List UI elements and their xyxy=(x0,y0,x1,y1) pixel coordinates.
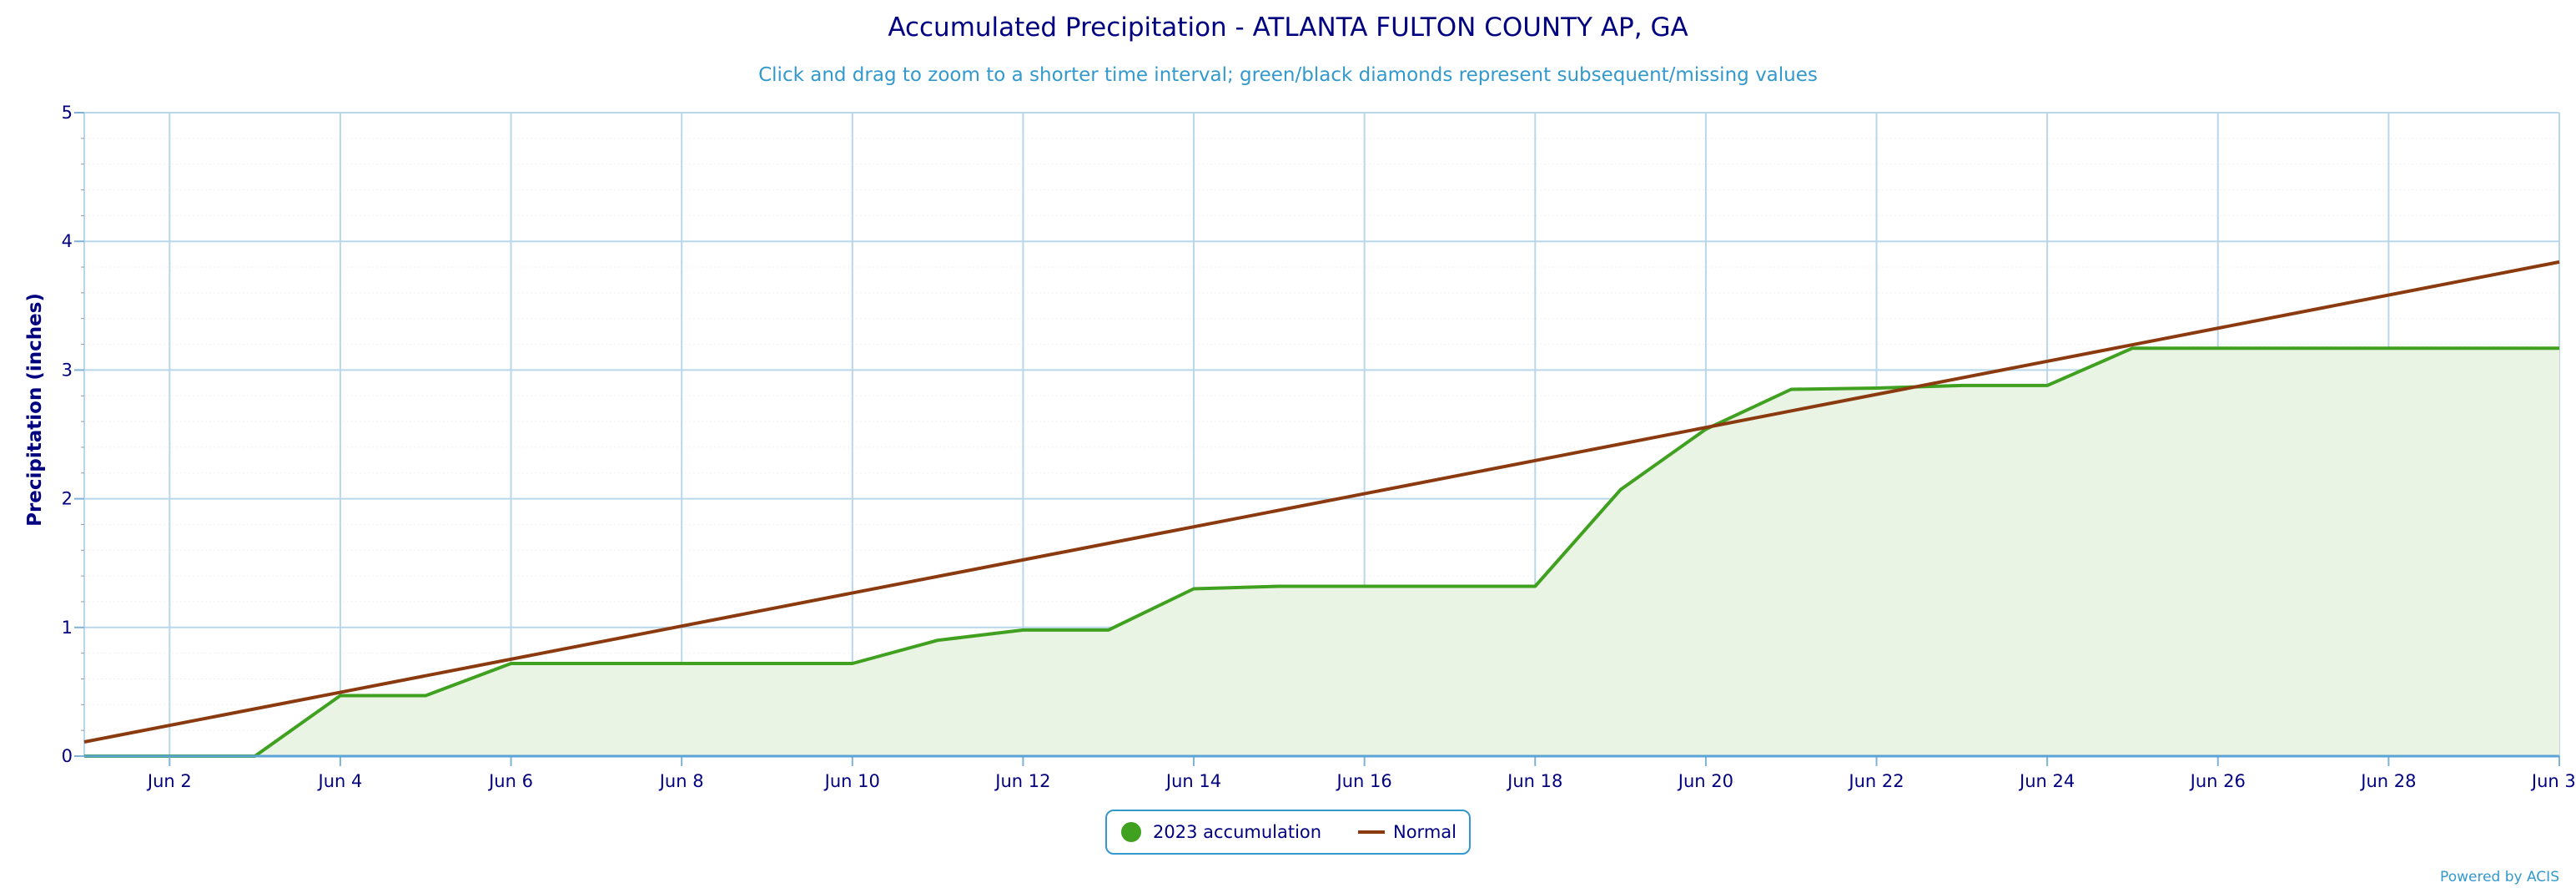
x-tick-label: Jun 14 xyxy=(1165,771,1221,791)
chart-title: Accumulated Precipitation - ATLANTA FULT… xyxy=(888,13,1688,43)
accumulation-fill xyxy=(84,348,2559,756)
credit-link[interactable]: Powered by ACIS xyxy=(2440,869,2559,885)
x-tick-label: Jun 2 xyxy=(146,771,192,791)
y-axis-title: Precipitation (inches) xyxy=(24,293,46,527)
y-tick-label: 3 xyxy=(62,360,73,380)
axes: 0 1 2 3 4 5 Jun 2 Jun 4 Jun 6 Jun 8 Jun 10 Jun 12 Ju… xyxy=(62,103,2576,791)
y-tick-label: 1 xyxy=(62,618,73,638)
legend-box xyxy=(1105,810,1471,855)
x-tick-label: Jun 30 xyxy=(2530,771,2576,791)
accumulation-area xyxy=(84,348,2559,756)
y-tick-label: 5 xyxy=(62,103,73,123)
x-tick-label: Jun 4 xyxy=(317,771,363,791)
legend-marker-accumulation xyxy=(1121,822,1141,842)
chart-subtitle: Click and drag to zoom to a shorter time… xyxy=(758,64,1818,86)
x-tick-label: Jun 26 xyxy=(2189,771,2246,791)
accumulation-line[interactable] xyxy=(84,346,2559,758)
x-tick-label: Jun 28 xyxy=(2359,771,2416,791)
x-tick-label: Jun 20 xyxy=(1677,771,1733,791)
normal-line[interactable] xyxy=(83,260,2560,744)
legend[interactable]: 2023 accumulation Normal xyxy=(1105,810,1471,855)
x-tick-label: Jun 18 xyxy=(1506,771,1562,791)
y-tick-label: 0 xyxy=(62,746,73,766)
x-tick-label: Jun 16 xyxy=(1336,771,1392,791)
series-lines xyxy=(83,260,2560,758)
y-tick-label: 4 xyxy=(62,231,73,251)
x-tick-label: Jun 22 xyxy=(1847,771,1904,791)
x-tick-label: Jun 24 xyxy=(2018,771,2075,791)
y-tick-label: 2 xyxy=(62,489,73,509)
x-tick-label: Jun 6 xyxy=(487,771,533,791)
x-tick-label: Jun 8 xyxy=(658,771,704,791)
legend-label-normal[interactable]: Normal xyxy=(1393,822,1457,842)
x-tick-label: Jun 10 xyxy=(823,771,880,791)
x-tick-label: Jun 12 xyxy=(994,771,1050,791)
legend-label-accumulation[interactable]: 2023 accumulation xyxy=(1153,822,1321,842)
